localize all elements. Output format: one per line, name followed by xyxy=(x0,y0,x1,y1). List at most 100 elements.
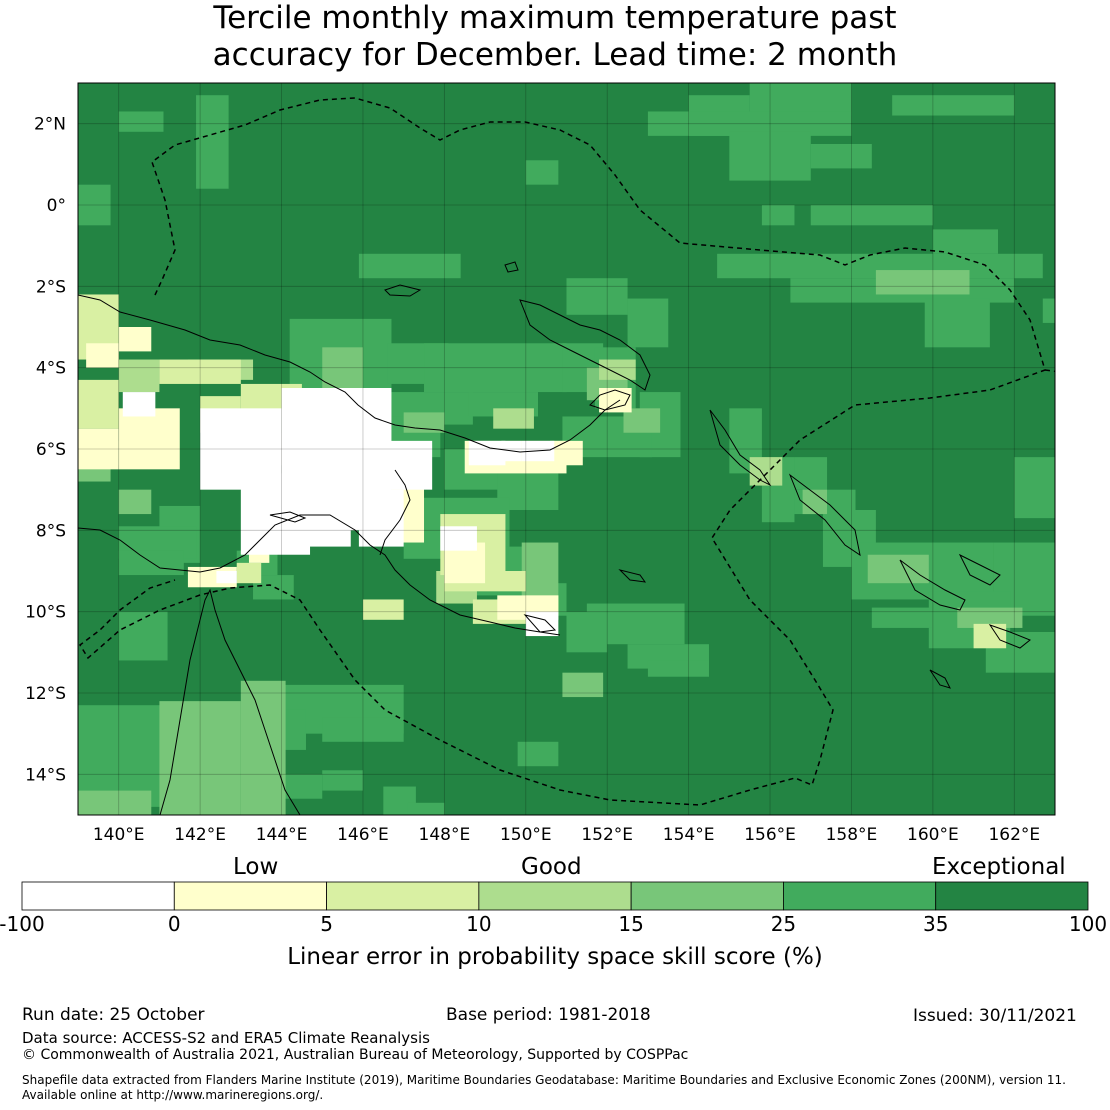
skill-cell xyxy=(118,327,152,352)
skill-cell xyxy=(440,526,477,551)
colorbar-tick-label: 5 xyxy=(320,912,333,936)
skill-cell xyxy=(957,607,1023,628)
lat-tick-label: 0° xyxy=(47,196,66,216)
lon-tick-label: 156°E xyxy=(744,825,796,845)
skill-cell xyxy=(749,457,783,486)
skill-cell xyxy=(924,298,990,348)
legend-exceptional-label: Exceptional xyxy=(932,854,1066,880)
skill-cell xyxy=(493,408,534,429)
new-guinea-south-coast xyxy=(78,514,561,636)
legend-low-label: Low xyxy=(233,854,279,880)
lon-tick-label: 152°E xyxy=(581,825,633,845)
skill-cell xyxy=(729,131,811,181)
new-britain-coast xyxy=(519,299,651,391)
lon-tick-label: 142°E xyxy=(174,825,226,845)
data-source: Data source: ACCESS-S2 and ERA5 Climate … xyxy=(22,1029,430,1047)
title-line-1: Tercile monthly maximum temperature past xyxy=(213,0,897,36)
lat-tick-label: 14°S xyxy=(25,765,66,785)
eez-boundary-edge xyxy=(1044,369,1055,373)
lon-tick-label: 146°E xyxy=(337,825,389,845)
skill-cell xyxy=(623,408,661,433)
skill-cell xyxy=(566,611,608,653)
copyright-notice: © Commonwealth of Australia 2021, Austra… xyxy=(22,1047,689,1063)
skill-cell xyxy=(794,457,828,490)
skill-cell xyxy=(78,379,119,429)
gridlines xyxy=(78,83,1055,815)
skill-cell xyxy=(892,95,1015,116)
lon-tick-label: 150°E xyxy=(500,825,552,845)
map-plot-area xyxy=(78,83,1055,815)
small-island-3 xyxy=(523,614,557,633)
lon-tick-label: 154°E xyxy=(663,825,715,845)
coastlines xyxy=(78,261,1031,815)
skill-cell xyxy=(78,790,152,815)
skill-cell xyxy=(810,144,872,169)
small-island-2 xyxy=(618,569,647,583)
skill-cell xyxy=(407,802,445,815)
skill-cell xyxy=(86,343,119,368)
base-period: Base period: 1981-2018 xyxy=(446,1005,651,1025)
skill-cell xyxy=(216,571,237,584)
skill-cell xyxy=(362,599,404,620)
skill-cell xyxy=(517,741,559,767)
issued-date: Issued: 30/11/2021 xyxy=(913,1006,1077,1026)
lon-tick-label: 162°E xyxy=(988,825,1040,845)
run-date: Run date: 25 October xyxy=(22,1005,205,1025)
skill-cell xyxy=(358,253,461,279)
skill-cell xyxy=(566,278,628,315)
title-line-2: accuracy for December. Lead time: 2 mont… xyxy=(212,37,898,73)
skill-cell xyxy=(627,298,669,348)
skill-cell xyxy=(118,408,180,470)
skill-cell xyxy=(118,359,160,393)
skill-cell xyxy=(550,440,583,466)
colorbar-axis-label: Linear error in probability space skill … xyxy=(287,944,823,970)
skill-cell xyxy=(1042,298,1055,323)
shapefile-credit-line-1: Shapefile data extracted from Flanders M… xyxy=(22,1073,1066,1087)
skill-cell xyxy=(322,770,363,791)
lon-tick-label: 140°E xyxy=(93,825,145,845)
lon-tick-label: 158°E xyxy=(826,825,878,845)
skill-cell xyxy=(122,392,156,417)
skill-cell xyxy=(118,611,168,661)
skill-cells xyxy=(78,83,1055,815)
lat-tick-label: 2°N xyxy=(34,115,66,135)
colorbar-segment xyxy=(630,881,784,911)
small-island-4 xyxy=(929,669,951,689)
colorbar-tick-label: 35 xyxy=(922,912,949,936)
lat-tick-label: 10°S xyxy=(25,603,66,623)
lon-tick-label: 144°E xyxy=(256,825,308,845)
skill-cell xyxy=(599,388,632,413)
eez-boundary-line xyxy=(79,97,1046,806)
lon-tick-label: 160°E xyxy=(907,825,959,845)
longitude-ticks: 140°E 142°E 144°E 146°E 148°E 150°E 152°E 154°E… xyxy=(93,825,1040,845)
skill-cell xyxy=(240,680,286,815)
skill-cell xyxy=(562,672,604,698)
lon-tick-label: 148°E xyxy=(419,825,471,845)
colorbar-segment xyxy=(935,881,1089,911)
skill-cell xyxy=(78,705,172,807)
colorbar-segment xyxy=(478,881,632,911)
bougainville-coast xyxy=(709,409,772,487)
legend-good-label: Good xyxy=(521,854,582,880)
skill-cell xyxy=(1014,457,1055,519)
skill-cell xyxy=(599,359,636,380)
colorbar-segment xyxy=(173,881,327,911)
skill-cell xyxy=(371,440,433,490)
lat-tick-label: 2°S xyxy=(36,277,66,297)
malaita-coast xyxy=(958,553,1001,586)
skill-cell xyxy=(236,562,262,584)
skill-cell xyxy=(78,184,111,226)
guadalcanal-coast xyxy=(899,559,966,611)
new-guinea-north-coast xyxy=(78,294,621,453)
colorbar-tick-label: 0 xyxy=(167,912,181,936)
gulf-coast xyxy=(379,469,411,556)
lat-tick-label: 6°S xyxy=(36,440,66,460)
colorbar-segment xyxy=(783,881,937,911)
lat-tick-label: 4°S xyxy=(36,359,66,379)
skill-cell xyxy=(810,205,933,226)
skill-cell xyxy=(871,607,933,628)
skill-cell xyxy=(647,660,709,677)
skill-cell xyxy=(159,359,241,384)
skill-cell xyxy=(322,347,363,388)
